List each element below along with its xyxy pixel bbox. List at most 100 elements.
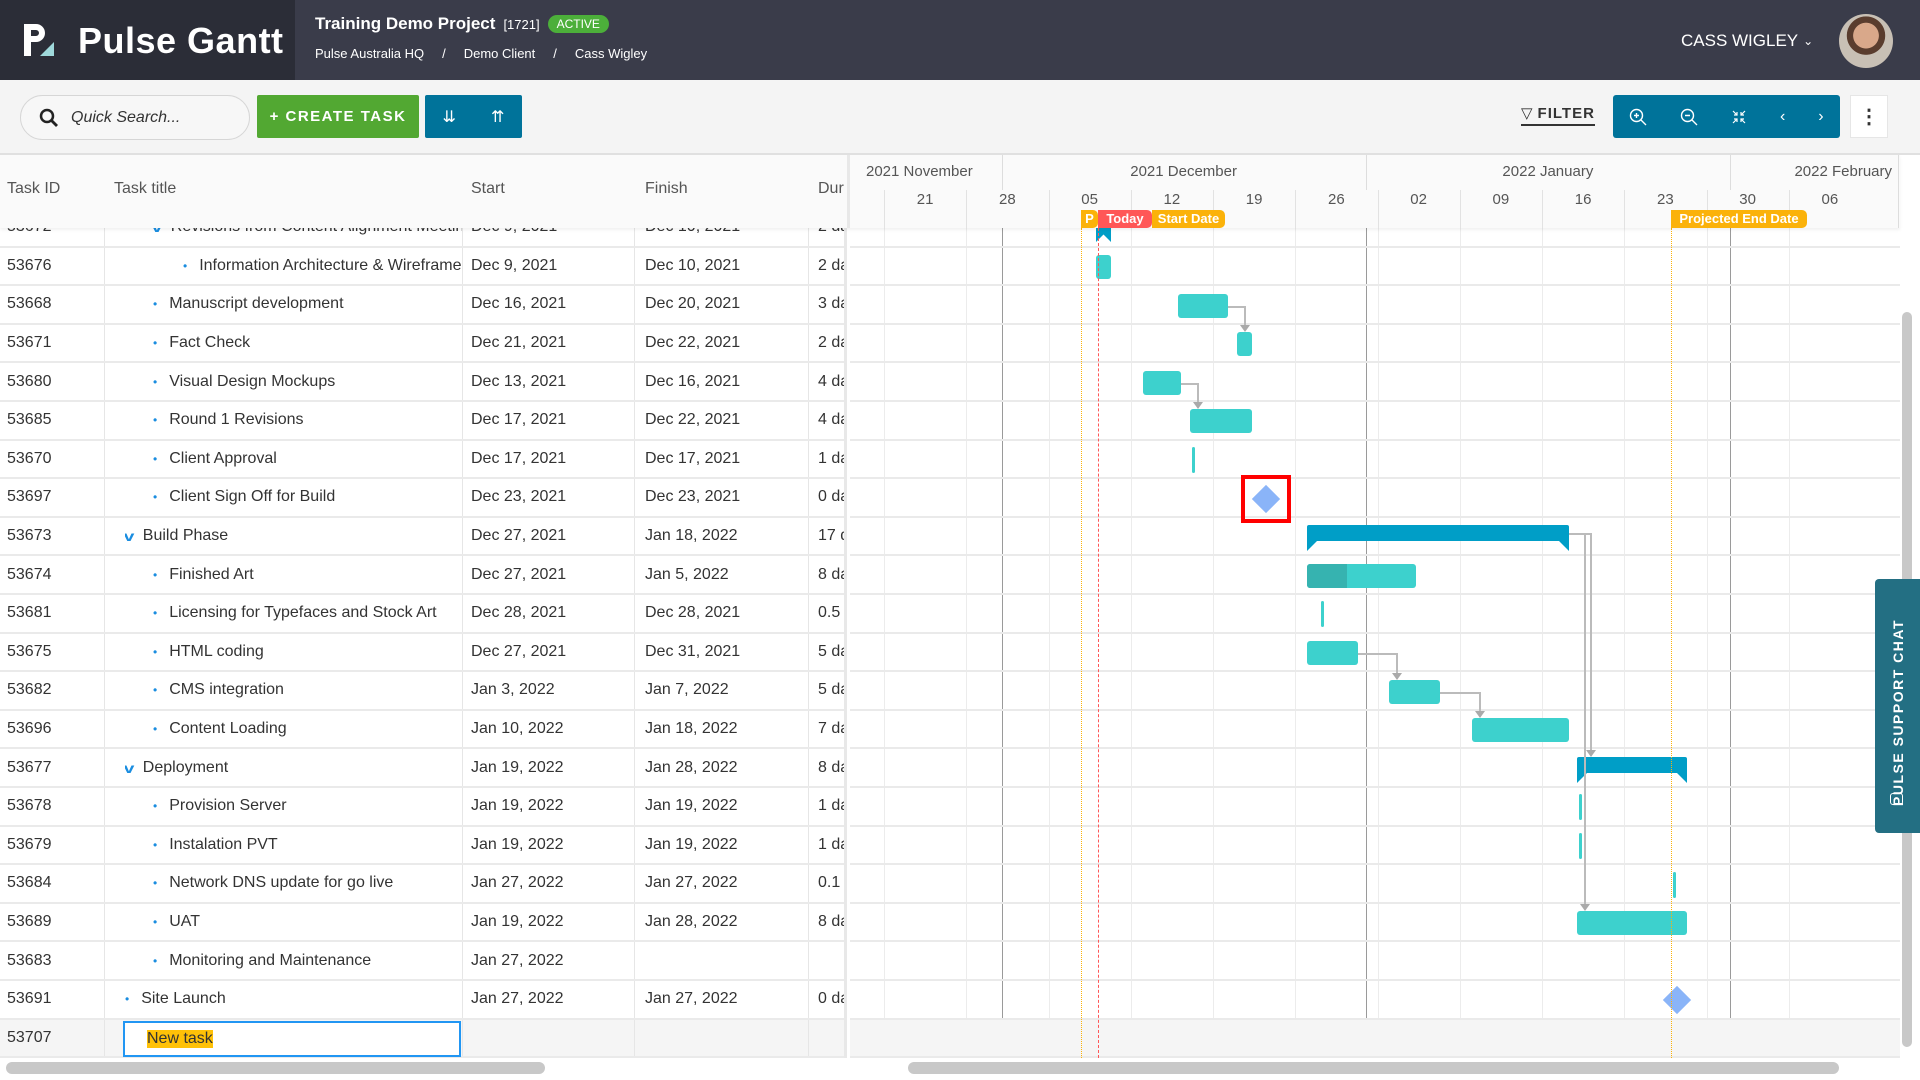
task-title-cell[interactable]: • Content Loading [153, 711, 462, 748]
start-cell[interactable]: Jan 27, 2022 [471, 874, 564, 892]
table-row[interactable]: 53683 • Monitoring and Maintenance Jan 27, … [0, 942, 844, 981]
more-options-icon[interactable]: ⋮ [1850, 95, 1888, 138]
table-row[interactable]: 53672 v Revisions from Content Alignment M… [0, 228, 844, 248]
panel-divider[interactable] [847, 155, 850, 228]
finish-cell[interactable]: Jan 27, 2022 [645, 990, 738, 1008]
start-cell[interactable]: Dec 28, 2021 [471, 604, 567, 622]
start-cell[interactable]: Jan 27, 2022 [471, 951, 564, 969]
collapse-chevron-icon[interactable]: v [125, 528, 134, 544]
task-bar[interactable] [1307, 563, 1417, 588]
duration-cell[interactable]: 0 days [818, 488, 844, 506]
quick-search[interactable] [20, 95, 250, 140]
task-bar-thin[interactable] [1673, 871, 1677, 898]
new-task-input[interactable]: New task [123, 1021, 461, 1057]
scroll-left-icon[interactable]: ‹ [1780, 107, 1786, 125]
duration-cell[interactable]: 5 days [818, 681, 844, 699]
finish-cell[interactable]: Jan 18, 2022 [645, 720, 738, 738]
task-title-cell[interactable]: • Information Architecture & Wireframes [183, 248, 462, 285]
table-row[interactable]: 53678 • Provision Server Jan 19, 2022 Jan 19… [0, 788, 844, 827]
duration-cell[interactable]: 2 days [818, 334, 844, 352]
collapse-all-icon[interactable]: ⇈ [491, 108, 505, 126]
summary-bar[interactable] [1307, 525, 1570, 542]
table-row[interactable]: 53674 • Finished Art Dec 27, 2021 Jan 5, 202… [0, 556, 844, 595]
finish-cell[interactable]: Dec 22, 2021 [645, 334, 741, 352]
task-title-cell[interactable]: v Revisions from Content Alignment Meetin… [153, 228, 462, 246]
start-cell[interactable]: Dec 13, 2021 [471, 372, 567, 390]
task-title-cell[interactable]: • Manuscript development [153, 286, 462, 323]
start-cell[interactable]: Dec 16, 2021 [471, 295, 567, 313]
start-cell[interactable]: Jan 10, 2022 [471, 720, 564, 738]
table-row[interactable]: 53673 v Build Phase Dec 27, 2021 Jan 18, 202… [0, 517, 844, 557]
duration-cell[interactable]: 5 days [818, 642, 844, 660]
start-cell[interactable]: Dec 23, 2021 [471, 488, 567, 506]
table-row[interactable]: 53675 • HTML coding Dec 27, 2021 Dec 31, 202… [0, 633, 844, 673]
marker-p[interactable]: P [1081, 210, 1098, 228]
collapse-chevron-icon[interactable]: v [153, 228, 162, 235]
finish-cell[interactable]: Dec 20, 2021 [645, 295, 741, 313]
task-bar-thin[interactable] [1579, 794, 1583, 821]
task-title-cell[interactable]: • Round 1 Revisions [153, 402, 462, 439]
start-cell[interactable]: Dec 21, 2021 [471, 334, 567, 352]
finish-cell[interactable]: Jan 28, 2022 [645, 913, 738, 931]
task-bar-thin[interactable] [1579, 832, 1583, 859]
start-cell[interactable]: Jan 19, 2022 [471, 913, 564, 931]
finish-cell[interactable]: Jan 28, 2022 [645, 758, 738, 776]
zoom-out-icon[interactable] [1680, 108, 1698, 126]
table-row[interactable]: 53685 • Round 1 Revisions Dec 17, 2021 Dec 2… [0, 402, 844, 441]
task-title-cell[interactable]: v Deployment [125, 749, 462, 786]
start-cell[interactable]: Jan 19, 2022 [471, 797, 564, 815]
duration-cell[interactable]: 0.1 days [818, 874, 844, 892]
finish-cell[interactable]: Dec 10, 2021 [645, 256, 741, 274]
table-row[interactable]: 53696 • Content Loading Jan 10, 2022 Jan 18,… [0, 710, 844, 750]
task-bar-thin[interactable] [1320, 601, 1324, 628]
finish-cell[interactable]: Dec 23, 2021 [645, 488, 741, 506]
user-menu[interactable]: CASS WIGLEY ⌄ [1681, 31, 1813, 51]
duration-cell[interactable]: 2 days [818, 256, 844, 274]
zoom-in-icon[interactable] [1629, 108, 1647, 126]
start-cell[interactable]: Jan 19, 2022 [471, 835, 564, 853]
scroll-right-icon[interactable]: › [1818, 107, 1824, 125]
start-cell[interactable]: Dec 27, 2021 [471, 642, 567, 660]
task-title-cell[interactable]: • Licensing for Typefaces and Stock Art [153, 595, 462, 632]
duration-cell[interactable]: 8 days [818, 913, 844, 931]
duration-cell[interactable]: 4 days [818, 411, 844, 429]
finish-cell[interactable]: Dec 16, 2021 [645, 372, 741, 390]
create-task-button[interactable]: + CREATE TASK [257, 95, 419, 138]
duration-cell[interactable]: 1 day [818, 797, 844, 815]
support-chat-tab[interactable]: PULSE SUPPORT CHAT [1875, 579, 1920, 833]
task-title-cell[interactable]: • Finished Art [153, 556, 462, 593]
breadcrumb-user[interactable]: Cass Wigley [574, 46, 648, 61]
task-title-cell[interactable]: • Site Launch [125, 981, 462, 1018]
table-row[interactable]: 53689 • UAT Jan 19, 2022 Jan 28, 2022 8 days [0, 903, 844, 943]
table-row[interactable]: 53691 • Site Launch Jan 27, 2022 Jan 27, 202… [0, 981, 844, 1020]
grid-horizontal-scrollbar[interactable] [6, 1062, 545, 1074]
start-cell[interactable]: Dec 17, 2021 [471, 411, 567, 429]
column-header-task-id[interactable]: Task ID [7, 180, 61, 197]
column-header-duration[interactable]: Dur [818, 180, 844, 197]
task-title-cell[interactable]: • Network DNS update for go live [153, 865, 462, 902]
duration-cell[interactable]: 8 days [818, 565, 844, 583]
start-cell[interactable]: Jan 3, 2022 [471, 681, 555, 699]
task-bar[interactable] [1189, 409, 1252, 434]
table-row[interactable]: 53680 • Visual Design Mockups Dec 13, 2021 D… [0, 363, 844, 402]
finish-cell[interactable]: Dec 31, 2021 [645, 642, 741, 660]
app-name[interactable]: Pulse Gantt [78, 20, 284, 61]
task-title-cell[interactable]: • CMS integration [153, 672, 462, 709]
task-title-cell[interactable]: v Build Phase [125, 518, 462, 555]
table-row[interactable]: 53677 v Deployment Jan 19, 2022 Jan 28, 2022… [0, 749, 844, 788]
task-title-cell[interactable]: • Instalation PVT [153, 827, 462, 864]
duration-cell[interactable]: 2 days [818, 228, 844, 246]
collapse-chevron-icon[interactable]: v [125, 760, 134, 776]
table-row[interactable]: 53676 • Information Architecture & Wirefra… [0, 247, 844, 287]
duration-cell[interactable] [818, 942, 844, 979]
finish-cell[interactable]: Jan 19, 2022 [645, 797, 738, 815]
duration-cell[interactable] [818, 1020, 844, 1057]
fit-to-screen-icon[interactable] [1731, 109, 1747, 125]
finish-cell[interactable]: Dec 17, 2021 [645, 449, 741, 467]
finish-cell[interactable]: Dec 28, 2021 [645, 604, 741, 622]
task-title-cell[interactable]: • Visual Design Mockups [153, 363, 462, 400]
start-cell[interactable]: Dec 9, 2021 [471, 256, 558, 274]
breadcrumb-client[interactable]: Demo Client [463, 46, 536, 61]
summary-bar[interactable] [1577, 756, 1687, 773]
duration-cell[interactable]: 4 days [818, 372, 844, 390]
